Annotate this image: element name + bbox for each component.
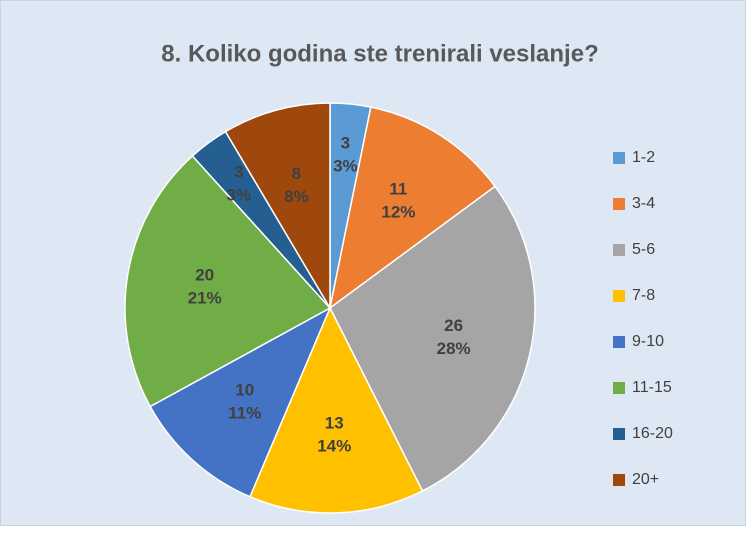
legend-label: 9-10: [632, 333, 664, 350]
legend-label: 20+: [632, 471, 659, 488]
slice-value-label: 20: [195, 265, 214, 284]
slice-percent-label: 12%: [381, 202, 415, 221]
legend-swatch: [613, 152, 625, 164]
slice-value-label: 8: [292, 164, 301, 183]
legend-label: 11-15: [632, 379, 672, 396]
pie-slice: [224, 102, 331, 311]
slice-percent-label: 11%: [228, 404, 261, 423]
slice-percent-label: 14%: [317, 437, 351, 456]
pie-slice: [149, 306, 332, 498]
slice-value-label: 10: [235, 381, 254, 400]
slice-percent-label: 3%: [333, 157, 358, 176]
legend-label: 1-2: [632, 149, 655, 166]
legend-swatch: [613, 428, 625, 440]
legend-swatch: [613, 336, 625, 348]
slice-percent-label: 3%: [227, 186, 252, 205]
legend-swatch: [613, 382, 625, 394]
legend-swatch: [613, 198, 625, 210]
slice-value-label: 26: [444, 316, 463, 335]
slice-percent-label: 21%: [188, 288, 222, 307]
slice-value-label: 13: [325, 414, 344, 433]
pie-slice: [328, 106, 497, 310]
legend-label: 5-6: [632, 241, 655, 258]
legend-swatch: [613, 244, 625, 256]
legend-label: 3-4: [632, 195, 655, 212]
legend-label: 7-8: [632, 287, 655, 304]
slice-value-label: 3: [234, 163, 243, 182]
slice-percent-label: 28%: [437, 339, 471, 358]
legend-swatch: [613, 290, 625, 302]
slice-value-label: 11: [389, 179, 407, 198]
chart-title: 8. Koliko godina ste trenirali veslanje?: [161, 40, 598, 67]
legend-swatch: [613, 474, 625, 486]
legend-label: 16-20: [632, 425, 673, 442]
slice-percent-label: 8%: [284, 187, 309, 206]
pie-slice: [124, 154, 332, 408]
pie-slice: [248, 306, 424, 514]
pie-slice: [329, 185, 536, 492]
slice-value-label: 3: [341, 134, 350, 153]
